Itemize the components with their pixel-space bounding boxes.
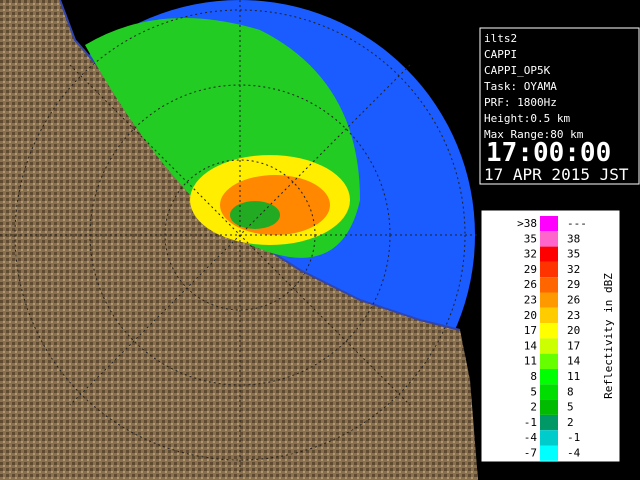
legend-high: 17 — [567, 339, 580, 352]
legend-high: 20 — [567, 324, 580, 337]
legend-high: 38 — [567, 232, 580, 245]
legend-swatch — [540, 246, 558, 262]
legend-high: 14 — [567, 355, 581, 368]
info-line: CAPPI — [484, 48, 517, 61]
legend-swatch — [540, 384, 558, 400]
legend-low: -4 — [524, 431, 538, 444]
info-panel — [479, 27, 640, 185]
legend-high: -4 — [567, 447, 581, 460]
legend-low: -1 — [524, 416, 537, 429]
info-line: ilts2 — [484, 32, 517, 45]
legend: >38 --- 35 38 32 35 29 32 26 29 23 26 20 23 17 20 14 17 11… — [517, 216, 587, 461]
radar-map — [0, 0, 478, 480]
legend-swatch — [540, 231, 558, 247]
legend-swatch — [540, 445, 558, 461]
legend-swatch — [540, 216, 558, 232]
legend-high: -1 — [567, 431, 580, 444]
legend-high: 26 — [567, 294, 580, 307]
legend-swatch — [540, 292, 558, 308]
legend-low: 23 — [524, 294, 537, 307]
legend-title: Reflectivity in dBZ — [602, 273, 615, 399]
legend-swatch — [540, 277, 558, 293]
legend-high: 32 — [567, 263, 580, 276]
legend-high: 8 — [567, 385, 574, 398]
legend-high: 29 — [567, 278, 580, 291]
info-line: Height:0.5 km — [484, 112, 570, 125]
legend-low: 29 — [524, 263, 537, 276]
legend-low: 17 — [524, 324, 537, 337]
legend-high: 2 — [567, 416, 574, 429]
legend-high: 23 — [567, 309, 580, 322]
legend-low: 35 — [524, 232, 537, 245]
legend-high: 11 — [567, 370, 580, 383]
legend-high: 5 — [567, 401, 574, 414]
legend-low: 8 — [530, 370, 537, 383]
legend-swatch — [540, 261, 558, 278]
legend-swatch — [540, 399, 558, 415]
info-line: CAPPI_OP5K — [484, 64, 551, 77]
echo-center — [230, 201, 280, 229]
legend-low: -7 — [524, 447, 537, 460]
legend-low: 20 — [524, 309, 537, 322]
legend-swatch — [540, 338, 558, 354]
echo-strong — [220, 175, 330, 235]
range-rings — [0, 0, 478, 480]
legend-low: 14 — [524, 339, 538, 352]
legend-high: --- — [567, 217, 587, 230]
info-line: Task: OYAMA — [484, 80, 557, 93]
info-line: Max Range:80 km — [484, 128, 584, 141]
legend-low: 26 — [524, 278, 537, 291]
info-line: PRF: 1800Hz — [484, 96, 557, 109]
legend-low: 11 — [524, 355, 537, 368]
legend-swatch — [540, 369, 558, 385]
legend-swatch — [540, 430, 558, 446]
legend-low: 5 — [530, 385, 537, 398]
legend-swatch — [540, 414, 558, 431]
legend-swatch — [540, 307, 558, 324]
legend-low: >38 — [517, 217, 537, 230]
legend-low: 2 — [530, 401, 537, 414]
time: 17:00:00 — [486, 138, 611, 168]
legend-low: 32 — [524, 248, 537, 261]
legend-swatch — [540, 323, 558, 339]
legend-swatch — [540, 353, 558, 369]
legend-high: 35 — [567, 248, 580, 261]
date: 17 APR 2015 JST — [484, 165, 629, 184]
info-text: ilts2 CAPPI CAPPI_OP5K Task: OYAMA PRF: 1800… — [484, 32, 584, 141]
